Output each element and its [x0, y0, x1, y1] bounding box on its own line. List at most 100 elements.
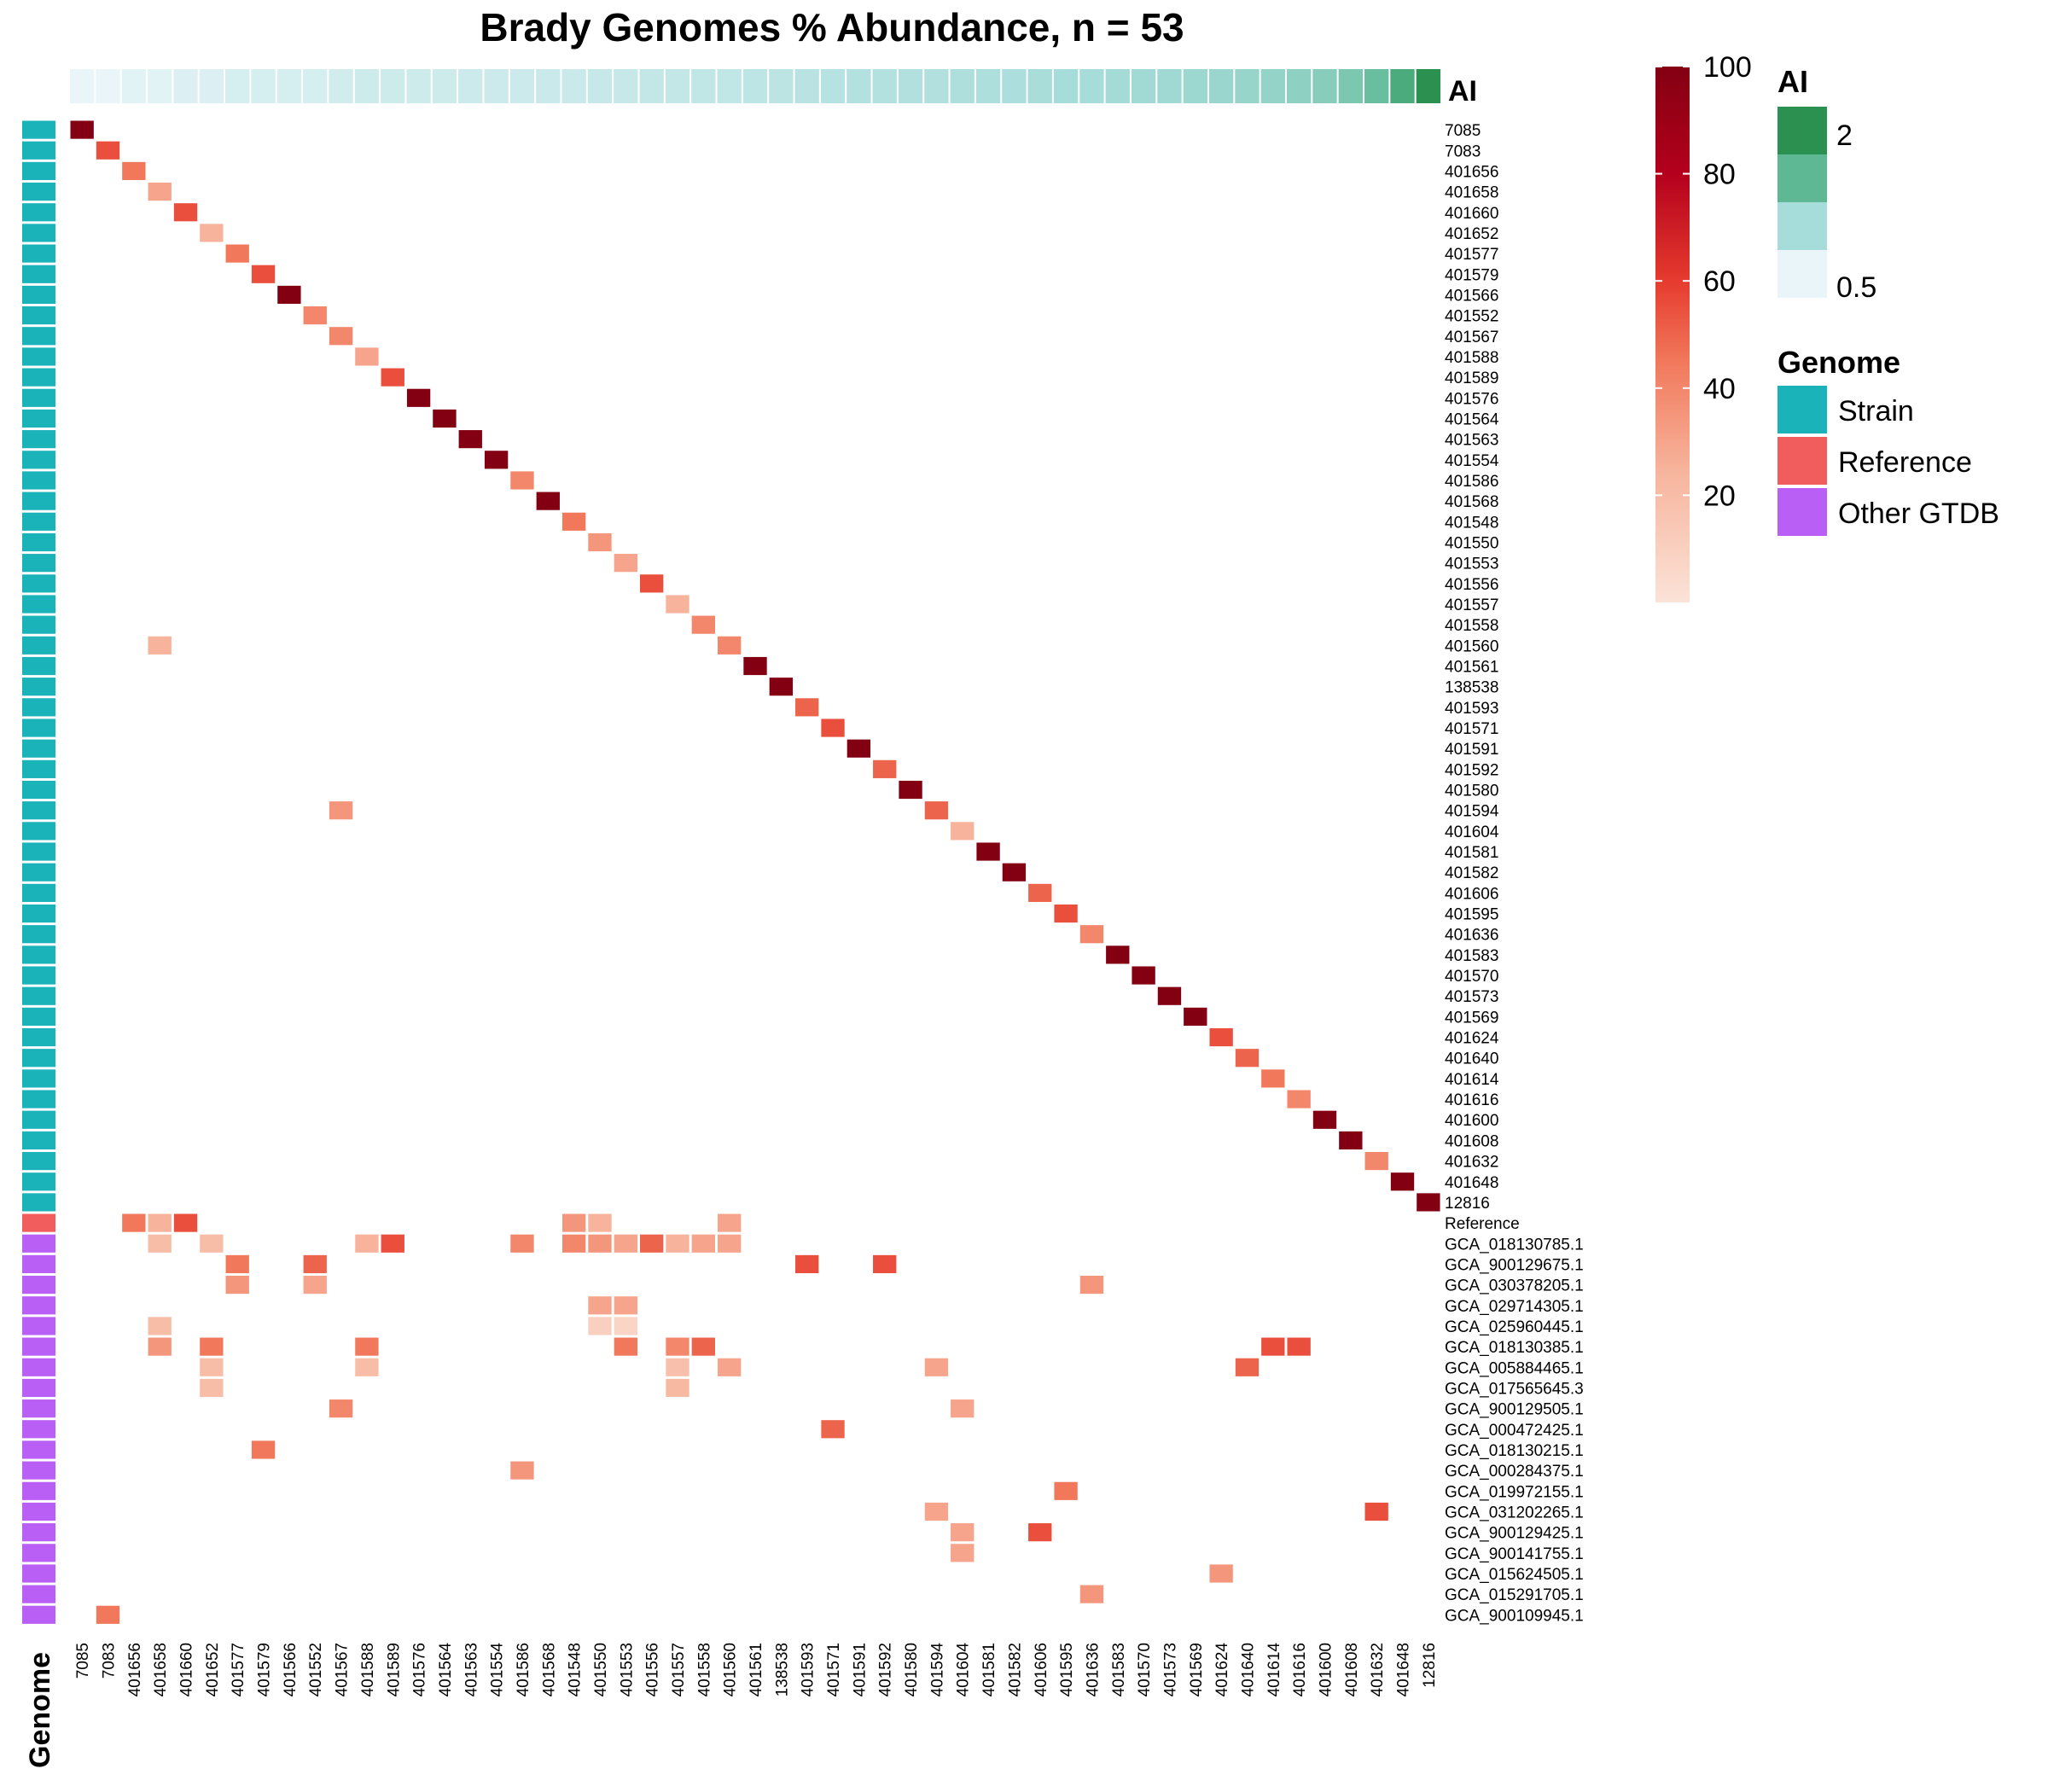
heatmap-cell [795, 698, 819, 717]
genome-group-cell [22, 1193, 55, 1212]
column-label: 401561 [748, 1643, 765, 1696]
genome-group-cell [22, 925, 55, 944]
column-label: 401552 [307, 1643, 325, 1696]
heatmap-cell [718, 1213, 742, 1232]
row-label: 401568 [1445, 493, 1498, 511]
column-label: 401636 [1084, 1643, 1102, 1696]
ai-cell [1131, 69, 1156, 103]
genome-group-cell [22, 492, 55, 510]
heatmap-cell [1261, 1069, 1285, 1088]
genome-group-cell [22, 1234, 55, 1253]
heatmap-cell [666, 595, 689, 614]
heatmap-cell [561, 1213, 586, 1232]
ai-cell [1235, 69, 1260, 103]
genome-group-cell [22, 1461, 55, 1480]
ai-cell [1286, 69, 1312, 103]
genome-group-cell [22, 1069, 55, 1088]
ai-cell [1208, 69, 1234, 103]
ai-cell [1260, 69, 1285, 103]
genome-group-cell [22, 1440, 55, 1459]
heatmap-cell [173, 1213, 198, 1232]
heatmap-cell [769, 678, 794, 696]
column-label: 401592 [877, 1643, 895, 1696]
column-label: 7085 [74, 1643, 92, 1679]
column-label: 401560 [722, 1643, 740, 1696]
row-label: GCA_030378205.1 [1445, 1277, 1584, 1295]
heatmap-cell [1364, 1502, 1388, 1521]
row-label: Reference [1445, 1215, 1520, 1233]
row-label: 401560 [1445, 637, 1498, 655]
column-label: 401548 [567, 1643, 585, 1696]
row-label: GCA_000472425.1 [1445, 1422, 1584, 1440]
heatmap-cell [1002, 863, 1027, 881]
heatmap-cell [588, 1317, 612, 1335]
ai-legend-swatch [1777, 107, 1827, 154]
row-label: GCA_005884465.1 [1445, 1359, 1584, 1377]
heatmap-cell [433, 409, 457, 428]
row-label: 401566 [1445, 287, 1498, 305]
genome-legend-swatch [1777, 437, 1827, 485]
ai-cell [717, 69, 742, 103]
heatmap-cell [614, 554, 637, 573]
ai-cell [1390, 69, 1415, 103]
genome-group-cell [22, 739, 55, 758]
genome-group-cell [22, 1254, 55, 1274]
heatmap-cell [1106, 945, 1130, 964]
row-label: 401552 [1445, 308, 1498, 326]
genome-group-cell [22, 471, 55, 490]
heatmap-cell [1079, 1276, 1104, 1295]
column-label: 401616 [1291, 1643, 1309, 1696]
column-label: 7083 [101, 1643, 119, 1679]
genome-group-cell [22, 265, 55, 283]
column-label: 401568 [540, 1643, 558, 1696]
heatmap-cell [251, 1440, 276, 1459]
column-label: 401586 [515, 1643, 532, 1696]
heatmap-cell [821, 719, 845, 737]
ai-cell [70, 69, 95, 103]
heatmap-cell [976, 842, 1000, 861]
genome-group-cell [22, 183, 55, 201]
ai-cell [536, 69, 561, 103]
ai-cell [148, 69, 172, 103]
heatmap-cell [718, 1234, 742, 1253]
genome-group-cell [22, 1213, 55, 1232]
genome-group-cell [22, 1399, 55, 1418]
genome-group-cell [22, 883, 55, 902]
heatmap-cell [70, 120, 94, 139]
genome-annotation-column [22, 120, 55, 1624]
heatmap-cell [691, 1337, 715, 1356]
row-label: 401594 [1445, 803, 1499, 821]
ai-cell [820, 69, 846, 103]
genome-group-cell [22, 801, 55, 820]
column-label: 401594 [928, 1643, 946, 1697]
genome-group-cell [22, 1027, 55, 1047]
heatmap-cell [1209, 1027, 1233, 1047]
row-label: 401570 [1445, 968, 1498, 986]
row-label: 401553 [1445, 556, 1498, 573]
column-label: 401624 [1213, 1643, 1231, 1697]
genome-group-cell [22, 224, 55, 242]
heatmap-cell [588, 532, 612, 552]
column-label: 401558 [695, 1643, 713, 1696]
heatmap-cell [200, 1234, 224, 1253]
heatmap-cell [200, 1378, 224, 1398]
row-label: GCA_900129505.1 [1445, 1401, 1584, 1419]
column-label: 401656 [126, 1643, 144, 1696]
row-label: 401600 [1445, 1112, 1498, 1130]
row-label: 401632 [1445, 1154, 1498, 1172]
heatmap-cell [329, 327, 353, 346]
ai-cell [1338, 69, 1363, 103]
genome-legend-items: Strain Reference Other GTDB [1777, 386, 1999, 536]
heatmap-cell [951, 1399, 975, 1418]
ai-cell [587, 69, 613, 103]
heatmap-cell [873, 1254, 897, 1274]
genome-group-cell [22, 554, 55, 573]
ai-cell [639, 69, 664, 103]
genome-group-cell [22, 1049, 55, 1068]
heatmap-cell [847, 739, 871, 758]
heatmap-cell [484, 451, 509, 469]
genome-legend-title: Genome [1777, 345, 1900, 380]
genome-group-cell [22, 678, 55, 696]
column-label: 401564 [437, 1643, 455, 1697]
heatmap-cell [718, 1358, 742, 1376]
